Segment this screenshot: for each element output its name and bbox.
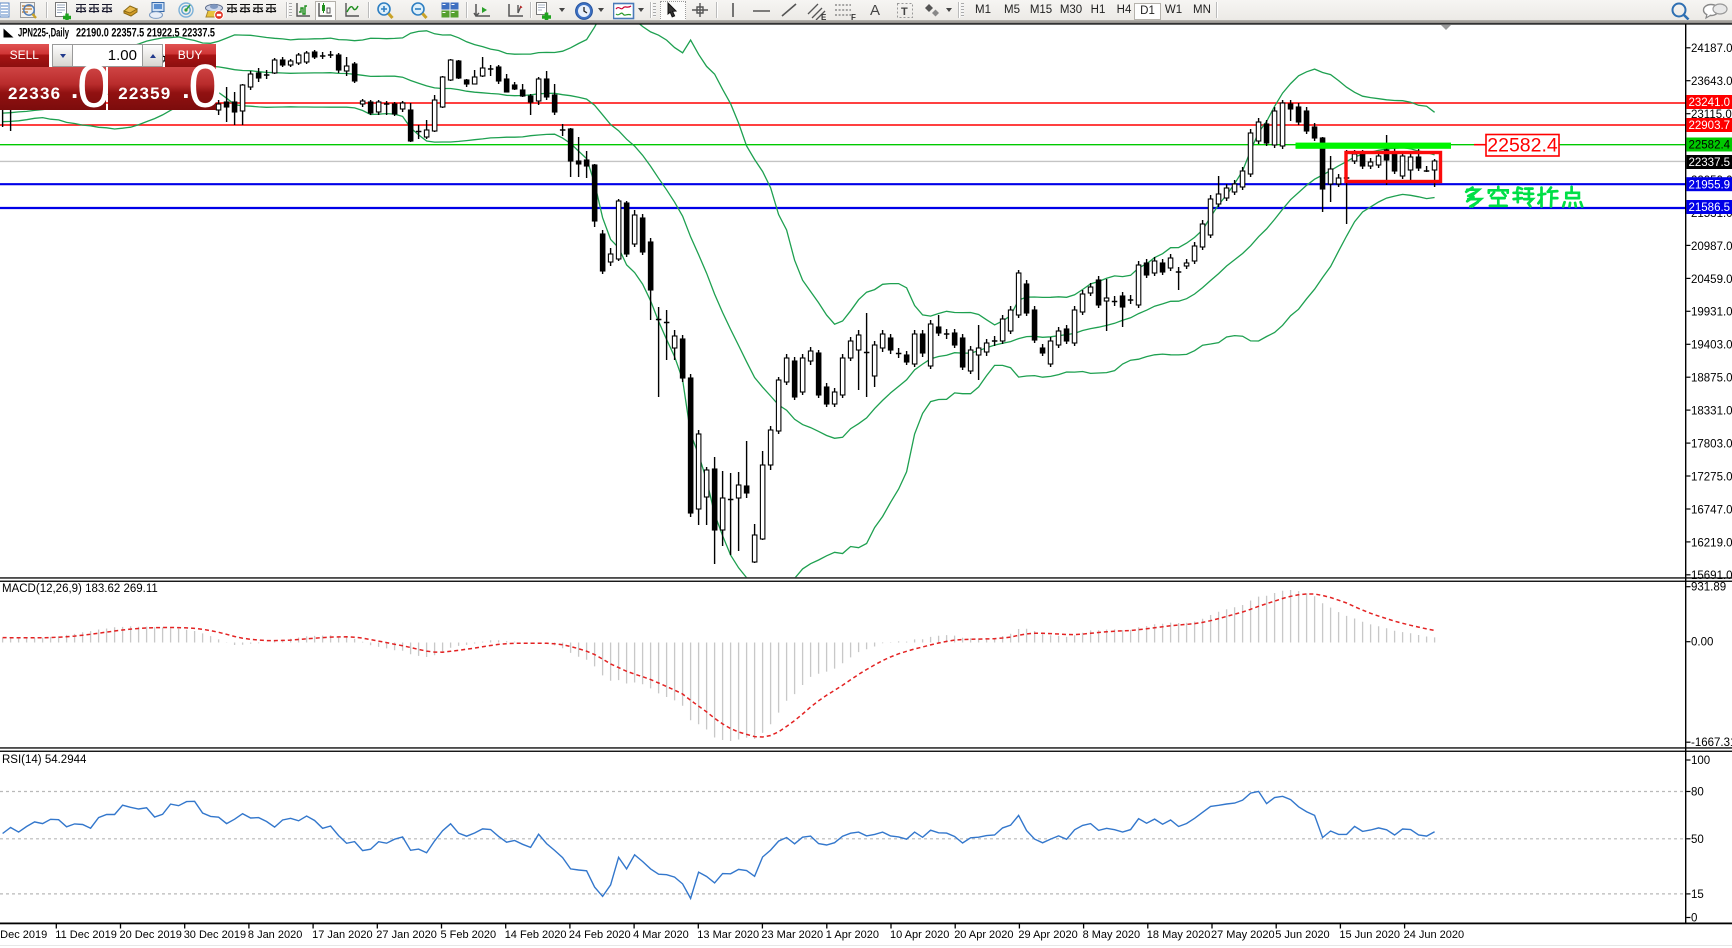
svg-text:18 May 2020: 18 May 2020 xyxy=(1147,929,1211,941)
svg-text:4 Mar 2020: 4 Mar 2020 xyxy=(633,929,689,941)
svg-text:5 Jun 2020: 5 Jun 2020 xyxy=(1275,929,1329,941)
svg-text:18331.0: 18331.0 xyxy=(1691,406,1732,418)
svg-text:0.00: 0.00 xyxy=(1691,637,1713,649)
svg-text:21586.5: 21586.5 xyxy=(1689,202,1731,214)
svg-text:22582.4: 22582.4 xyxy=(1689,140,1731,152)
svg-text:0: 0 xyxy=(1691,913,1697,925)
svg-text:E: E xyxy=(821,13,827,22)
svg-text:17275.0: 17275.0 xyxy=(1691,471,1732,483)
svg-text:2 Dec 2019: 2 Dec 2019 xyxy=(0,929,47,941)
svg-text:18875.0: 18875.0 xyxy=(1691,373,1732,385)
svg-text:F: F xyxy=(851,13,856,22)
svg-text:10 Apr 2020: 10 Apr 2020 xyxy=(890,929,949,941)
svg-text:16747.0: 16747.0 xyxy=(1691,504,1732,516)
svg-text:8 Jan 2020: 8 Jan 2020 xyxy=(248,929,302,941)
svg-text:8 May 2020: 8 May 2020 xyxy=(1083,929,1140,941)
svg-text:27 Jan 2020: 27 Jan 2020 xyxy=(376,929,437,941)
svg-text:15: 15 xyxy=(1691,889,1704,901)
svg-text:23643.0: 23643.0 xyxy=(1691,76,1732,88)
svg-text:22337.5: 22337.5 xyxy=(1689,157,1731,169)
svg-text:19931.0: 19931.0 xyxy=(1691,307,1732,319)
svg-text:27 May 2020: 27 May 2020 xyxy=(1211,929,1275,941)
svg-text:5 Feb 2020: 5 Feb 2020 xyxy=(441,929,497,941)
svg-text:23 Mar 2020: 23 Mar 2020 xyxy=(761,929,823,941)
svg-text:20 Dec 2019: 20 Dec 2019 xyxy=(120,929,182,941)
svg-text:80: 80 xyxy=(1691,787,1704,799)
svg-text:21955.9: 21955.9 xyxy=(1689,179,1731,191)
svg-text:24187.0: 24187.0 xyxy=(1691,43,1732,55)
svg-text:24 Feb 2020: 24 Feb 2020 xyxy=(569,929,631,941)
svg-text:50: 50 xyxy=(1691,834,1704,846)
svg-text:1 Apr 2020: 1 Apr 2020 xyxy=(826,929,879,941)
svg-text:16219.0: 16219.0 xyxy=(1691,537,1732,549)
svg-text:MACD(12,26,9) 183.62 269.11: MACD(12,26,9) 183.62 269.11 xyxy=(2,583,158,595)
svg-text:15 Jun 2020: 15 Jun 2020 xyxy=(1339,929,1400,941)
svg-text:22903.7: 22903.7 xyxy=(1689,120,1731,132)
svg-text:13 Mar 2020: 13 Mar 2020 xyxy=(697,929,759,941)
svg-text:11 Dec 2019: 11 Dec 2019 xyxy=(55,929,117,941)
svg-text:931.89: 931.89 xyxy=(1691,582,1726,594)
svg-text:20459.0: 20459.0 xyxy=(1691,274,1732,286)
svg-text:JPN225-,Daily: JPN225-,Daily xyxy=(18,28,69,40)
svg-text:24 Jun 2020: 24 Jun 2020 xyxy=(1404,929,1465,941)
svg-text:29 Apr 2020: 29 Apr 2020 xyxy=(1018,929,1077,941)
svg-text:17 Jan 2020: 17 Jan 2020 xyxy=(312,929,373,941)
svg-text:15691.0: 15691.0 xyxy=(1691,570,1732,582)
svg-text:30 Dec 2019: 30 Dec 2019 xyxy=(184,929,246,941)
svg-text:RSI(14) 54.2944: RSI(14) 54.2944 xyxy=(2,754,87,766)
svg-text:T: T xyxy=(901,6,908,18)
svg-text:22190.0 22357.5 21922.5 22337.: 22190.0 22357.5 21922.5 22337.5 xyxy=(76,28,215,40)
svg-text:100: 100 xyxy=(1691,755,1710,767)
svg-text:17803.0: 17803.0 xyxy=(1691,439,1732,451)
svg-text:20987.0: 20987.0 xyxy=(1691,241,1732,253)
svg-text:23241.0: 23241.0 xyxy=(1689,97,1731,109)
svg-text:20 Apr 2020: 20 Apr 2020 xyxy=(954,929,1013,941)
svg-text:22582.4: 22582.4 xyxy=(1487,135,1558,157)
svg-text:19403.0: 19403.0 xyxy=(1691,340,1732,352)
svg-text:14 Feb 2020: 14 Feb 2020 xyxy=(505,929,567,941)
svg-text:-1667.31: -1667.31 xyxy=(1691,737,1732,749)
